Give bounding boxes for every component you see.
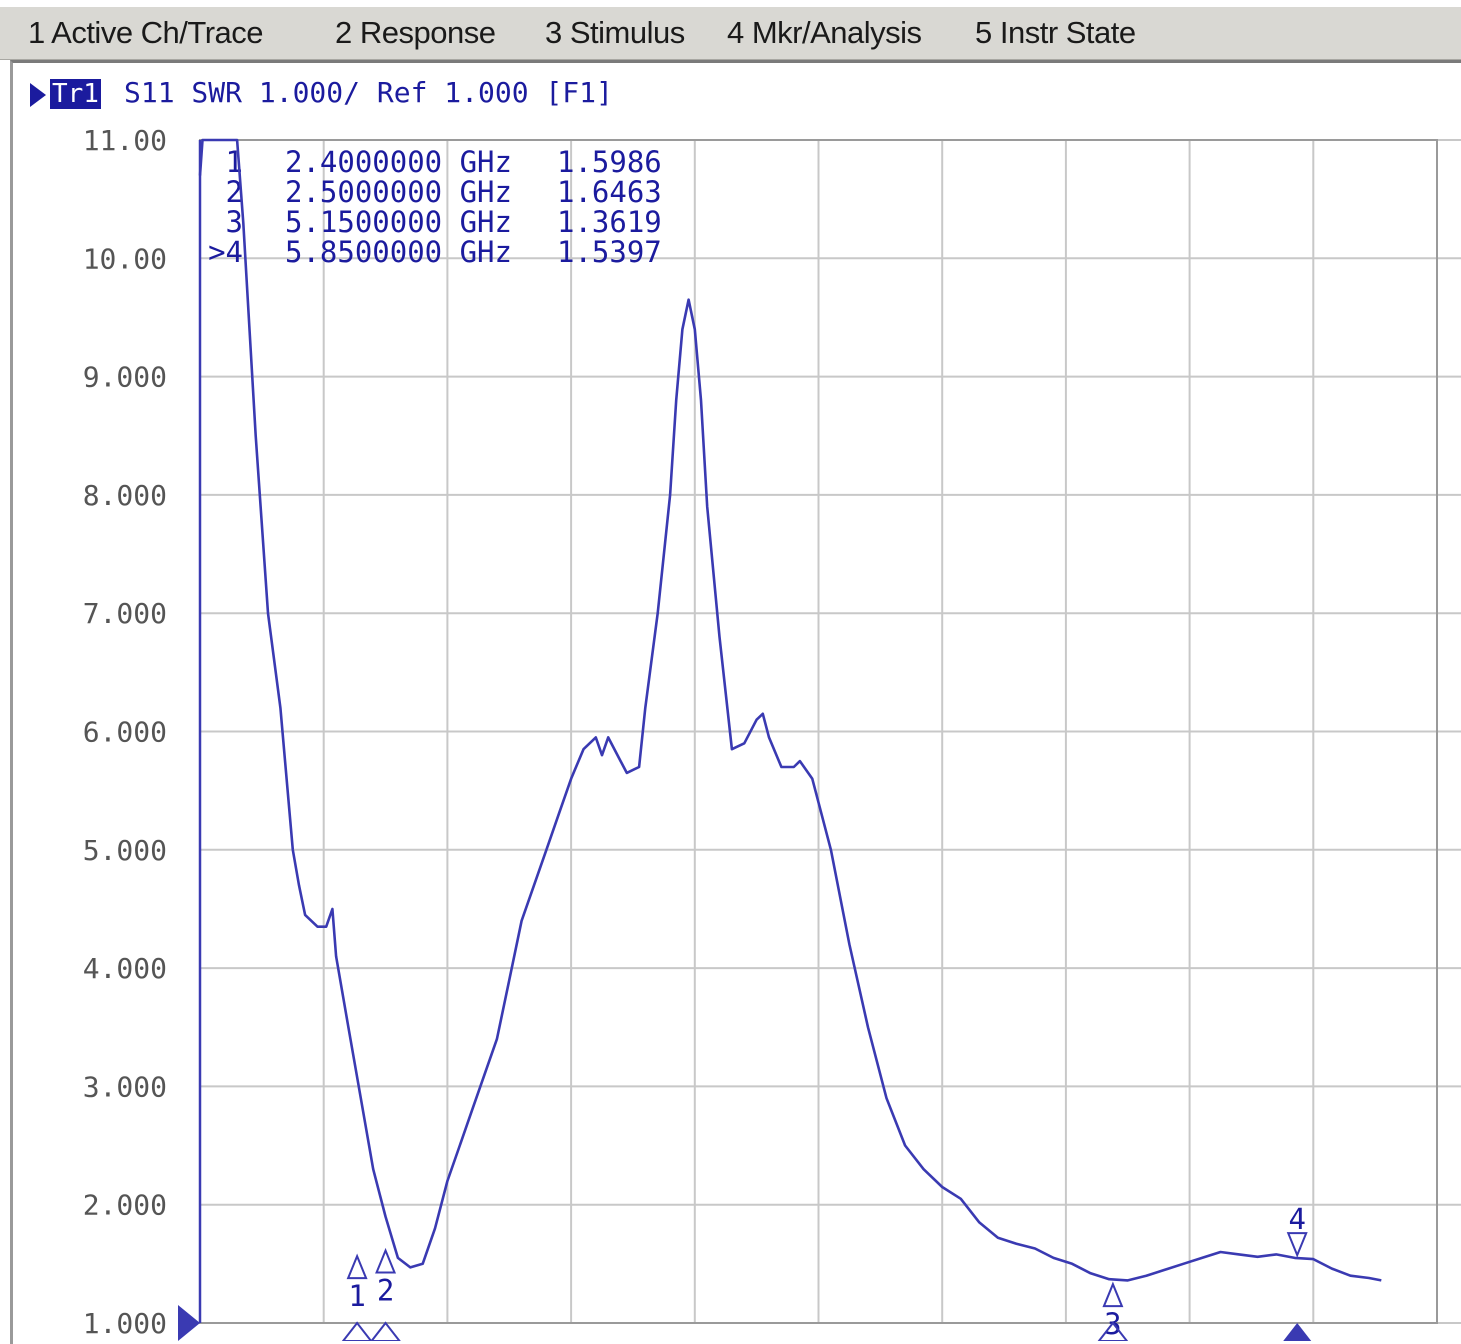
marker-frequency: 5.8500000 GHz (285, 235, 512, 269)
y-tick-label: 10.00 (83, 242, 167, 275)
top-strip (0, 0, 1461, 7)
y-tick-label: 7.000 (83, 597, 167, 630)
marker-axis-icon (370, 1321, 401, 1341)
active-marker-axis-icon[interactable] (1283, 1323, 1312, 1341)
trace-window (10, 60, 1461, 1344)
menu-response[interactable]: 2 Response (335, 15, 496, 50)
marker-value: 1.6463 (557, 175, 662, 209)
marker-frequency: 2.4000000 GHz (285, 145, 512, 179)
marker-triangle-icon[interactable] (1102, 1281, 1124, 1308)
marker-id[interactable]: >4 (208, 235, 243, 269)
y-tick-label: 1.000 (83, 1307, 167, 1340)
y-tick-label: 5.000 (83, 834, 167, 867)
marker-label: 4 (1288, 1202, 1305, 1236)
marker-value: 1.5397 (557, 235, 662, 269)
menu-mkr-analysis[interactable]: 4 Mkr/Analysis (727, 15, 922, 50)
marker-label: 1 (348, 1279, 365, 1313)
marker-axis-icon (341, 1321, 373, 1341)
y-tick-label: 4.000 (83, 952, 167, 985)
marker-triangle-icon[interactable] (375, 1247, 397, 1274)
y-tick-label: 3.000 (83, 1070, 167, 1103)
menu-instr-state[interactable]: 5 Instr State (975, 15, 1136, 50)
menu-bar: 1 Active Ch/Trace 2 Response 3 Stimulus … (0, 7, 1461, 60)
trace-badge[interactable]: Tr1 (50, 79, 101, 109)
marker-frequency: 5.1500000 GHz (285, 205, 512, 239)
y-axis-labels: 11.00 10.00 9.000 8.000 7.000 6.000 5.000 4.000… (83, 124, 167, 1340)
marker-4-triangle-icon[interactable] (1286, 1232, 1308, 1258)
y-tick-label: 9.000 (83, 361, 167, 394)
marker-label: 2 (377, 1274, 394, 1308)
trace-description: S11 SWR 1.000/ Ref 1.000 [F1] (124, 76, 613, 109)
chart-grid (198, 139, 1461, 1324)
marker-value: 1.3619 (557, 205, 662, 239)
y-tick-label: 2.000 (83, 1189, 167, 1222)
trace-group (198, 138, 1382, 1282)
marker-value: 1.5986 (557, 145, 662, 179)
marker-id[interactable]: 2 (226, 175, 243, 209)
marker-frequency: 2.5000000 GHz (285, 175, 512, 209)
marker-triangle-icon[interactable] (346, 1253, 368, 1280)
reference-level-arrow-icon[interactable] (178, 1305, 200, 1341)
menu-stimulus[interactable]: 3 Stimulus (545, 15, 685, 50)
active-trace-arrow-icon (30, 83, 46, 107)
menu-active-ch-trace[interactable]: 1 Active Ch/Trace (28, 15, 264, 50)
y-tick-label: 11.00 (83, 124, 167, 157)
y-tick-label: 8.000 (83, 479, 167, 512)
marker-axis-icon (1097, 1321, 1129, 1341)
marker-id[interactable]: 3 (226, 205, 243, 239)
y-tick-label: 6.000 (83, 716, 167, 749)
axis-decor (178, 1305, 200, 1341)
marker-glyphs: 1 234 (341, 1202, 1312, 1341)
swr-trace-line (198, 138, 1382, 1282)
